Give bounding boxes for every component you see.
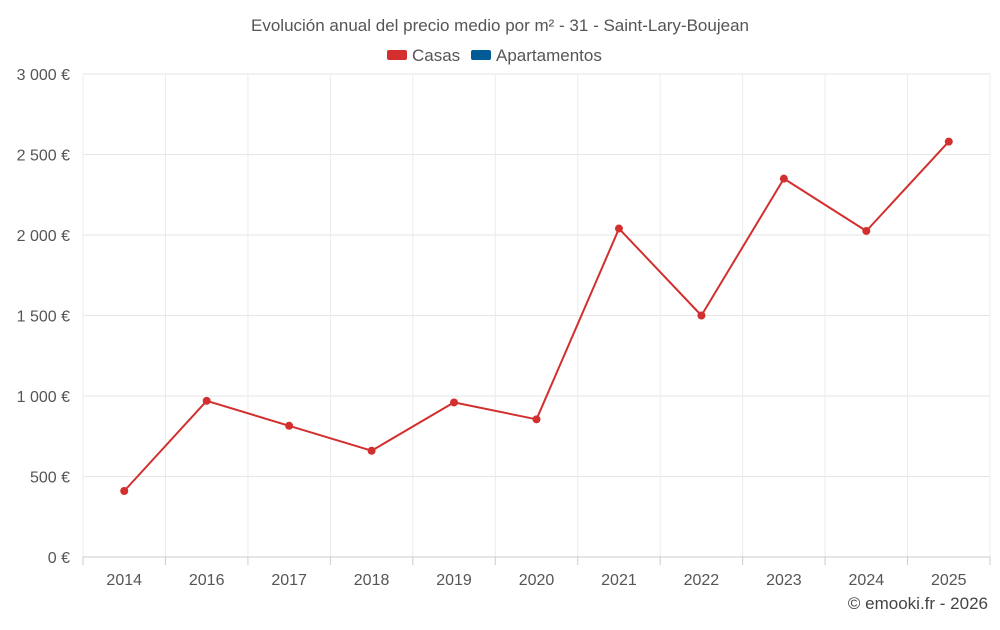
grid <box>82 73 991 557</box>
x-tick-label: 2014 <box>106 572 142 589</box>
data-point-casas[interactable] <box>779 174 788 183</box>
axes: 0 € 500 € 1 000 € 1 500 € 2 000 € 2 500 € 3 00… <box>17 67 991 589</box>
legend: Casas Apartamentos <box>387 46 602 65</box>
y-tick-label: 0 € <box>48 550 70 567</box>
y-tick-label: 2 500 € <box>17 148 70 165</box>
x-tick-label: 2022 <box>684 572 720 589</box>
legend-item-apartamentos[interactable]: Apartamentos <box>471 46 602 65</box>
legend-label-casas: Casas <box>412 46 460 65</box>
data-point-casas[interactable] <box>202 396 211 405</box>
y-tick-label: 1 000 € <box>17 389 70 406</box>
legend-label-apartamentos: Apartamentos <box>496 46 602 65</box>
y-tick-label: 2 000 € <box>17 228 70 245</box>
data-point-casas[interactable] <box>944 137 953 146</box>
x-tick-label: 2024 <box>849 572 885 589</box>
x-tick-label: 2016 <box>189 572 225 589</box>
x-tick-label: 2020 <box>519 572 555 589</box>
data-point-casas[interactable] <box>285 421 294 430</box>
series <box>120 137 953 495</box>
chart-title: Evolución anual del precio medio por m² … <box>251 16 749 35</box>
data-point-casas[interactable] <box>697 311 706 320</box>
y-tick-label: 1 500 € <box>17 309 70 326</box>
x-tick-label: 2023 <box>766 572 802 589</box>
x-tick-label: 2018 <box>354 572 390 589</box>
x-tick-label: 2021 <box>601 572 637 589</box>
data-point-casas[interactable] <box>862 226 871 235</box>
y-tick-label: 500 € <box>30 470 70 487</box>
legend-swatch-apartamentos <box>471 50 491 60</box>
legend-swatch-casas <box>387 50 407 60</box>
x-tick-label: 2019 <box>436 572 472 589</box>
data-point-casas[interactable] <box>532 415 541 424</box>
footer-credit: © emooki.fr - 2026 <box>848 594 988 613</box>
y-tick-label: 3 000 € <box>17 67 70 84</box>
x-tick-label: 2025 <box>931 572 967 589</box>
data-point-casas[interactable] <box>120 486 129 495</box>
legend-item-casas[interactable]: Casas <box>387 46 460 65</box>
x-tick-label: 2017 <box>271 572 307 589</box>
data-point-casas[interactable] <box>450 398 459 407</box>
data-point-casas[interactable] <box>614 224 623 233</box>
data-point-casas[interactable] <box>367 446 376 455</box>
